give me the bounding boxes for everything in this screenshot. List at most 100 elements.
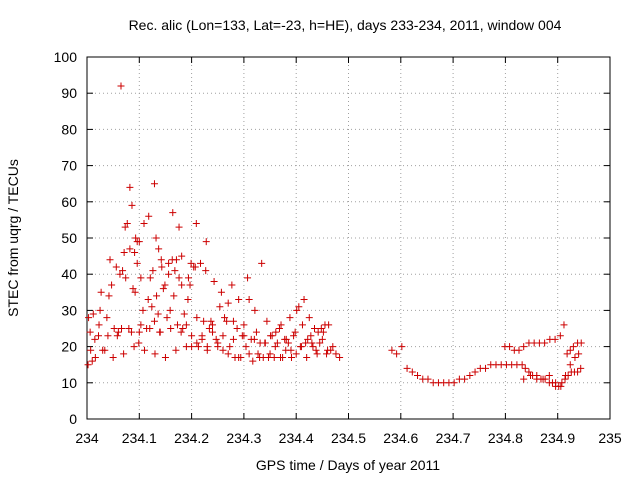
data-point — [290, 332, 298, 340]
data-point — [226, 343, 234, 351]
data-point — [527, 372, 535, 380]
data-point — [268, 332, 276, 340]
data-point — [575, 350, 583, 358]
data-point — [157, 256, 165, 264]
x-tick-label: 234.2 — [174, 430, 209, 446]
data-point — [317, 325, 325, 332]
data-point — [139, 306, 147, 314]
data-point — [179, 325, 187, 332]
data-point — [175, 274, 183, 282]
data-point — [577, 364, 585, 372]
data-point — [182, 343, 190, 351]
data-point — [256, 353, 264, 361]
data-point — [506, 343, 514, 351]
data-point — [284, 339, 292, 347]
data-point — [533, 372, 541, 380]
data-point — [178, 252, 186, 260]
data-point — [287, 353, 295, 361]
data-point — [210, 277, 218, 285]
data-point — [303, 353, 311, 361]
data-point — [91, 335, 99, 343]
data-point — [121, 223, 129, 231]
data-point — [149, 267, 157, 275]
data-point — [104, 332, 112, 340]
data-point — [245, 296, 253, 304]
data-point — [336, 353, 344, 361]
data-point — [229, 335, 237, 343]
data-point — [187, 259, 195, 267]
data-point — [135, 328, 143, 336]
data-point — [263, 317, 271, 325]
data-point — [178, 281, 186, 289]
data-point — [133, 259, 141, 267]
data-point — [141, 346, 149, 354]
data-point — [221, 314, 229, 322]
data-point — [200, 317, 208, 325]
data-point — [172, 256, 180, 264]
data-point — [558, 379, 566, 387]
data-point — [223, 317, 231, 325]
data-point — [235, 353, 243, 361]
data-point — [563, 350, 571, 358]
data-point — [152, 234, 160, 242]
data-point — [177, 328, 185, 336]
data-point — [131, 248, 139, 256]
data-point — [292, 350, 300, 358]
data-point — [87, 346, 95, 354]
data-point — [471, 368, 479, 376]
data-point — [207, 317, 215, 325]
data-point — [116, 270, 124, 278]
data-point — [96, 306, 104, 314]
data-point — [156, 328, 164, 336]
y-tick-label: 30 — [61, 302, 77, 318]
data-point — [224, 350, 232, 358]
y-tick-label: 80 — [61, 121, 77, 137]
data-point — [240, 321, 248, 329]
data-point — [277, 353, 285, 361]
data-point — [295, 303, 303, 311]
data-point — [574, 368, 582, 376]
data-point — [219, 346, 227, 354]
data-point — [308, 339, 316, 347]
data-point — [228, 281, 236, 289]
data-point — [103, 314, 111, 322]
data-point — [170, 292, 178, 300]
data-point — [175, 223, 183, 231]
data-point — [146, 274, 154, 282]
data-point — [282, 335, 290, 343]
data-point — [144, 296, 152, 304]
x-tick-label: 234.9 — [540, 430, 575, 446]
data-point — [273, 339, 281, 347]
y-tick-label: 100 — [54, 49, 78, 65]
data-point — [393, 350, 401, 358]
data-point — [525, 368, 533, 376]
data-point — [545, 372, 553, 380]
tick-labels: 234 234.1 234.2 234.3 234.4 234.5 234.6 234.7 23… — [54, 49, 622, 446]
data-point — [319, 328, 327, 336]
data-point — [562, 372, 570, 380]
data-point — [254, 350, 262, 358]
y-tick-label: 0 — [69, 411, 77, 427]
data-point — [193, 314, 201, 322]
data-point — [129, 285, 137, 293]
data-point — [132, 234, 140, 242]
data-point — [155, 245, 163, 253]
data-point — [324, 346, 332, 354]
x-tick-label: 234.6 — [383, 430, 418, 446]
data-point — [120, 350, 128, 358]
data-point — [108, 281, 116, 289]
data-point — [105, 292, 113, 300]
data-point — [145, 212, 153, 220]
data-point — [398, 343, 406, 351]
x-tick-label: 234.3 — [226, 430, 261, 446]
data-point — [224, 299, 232, 307]
data-point — [560, 321, 568, 329]
data-point — [196, 259, 204, 267]
data-point — [123, 220, 131, 228]
data-point — [551, 335, 559, 343]
data-point — [271, 343, 279, 351]
y-tick-label: 20 — [61, 339, 77, 355]
data-point — [188, 332, 196, 340]
data-point — [106, 256, 114, 264]
